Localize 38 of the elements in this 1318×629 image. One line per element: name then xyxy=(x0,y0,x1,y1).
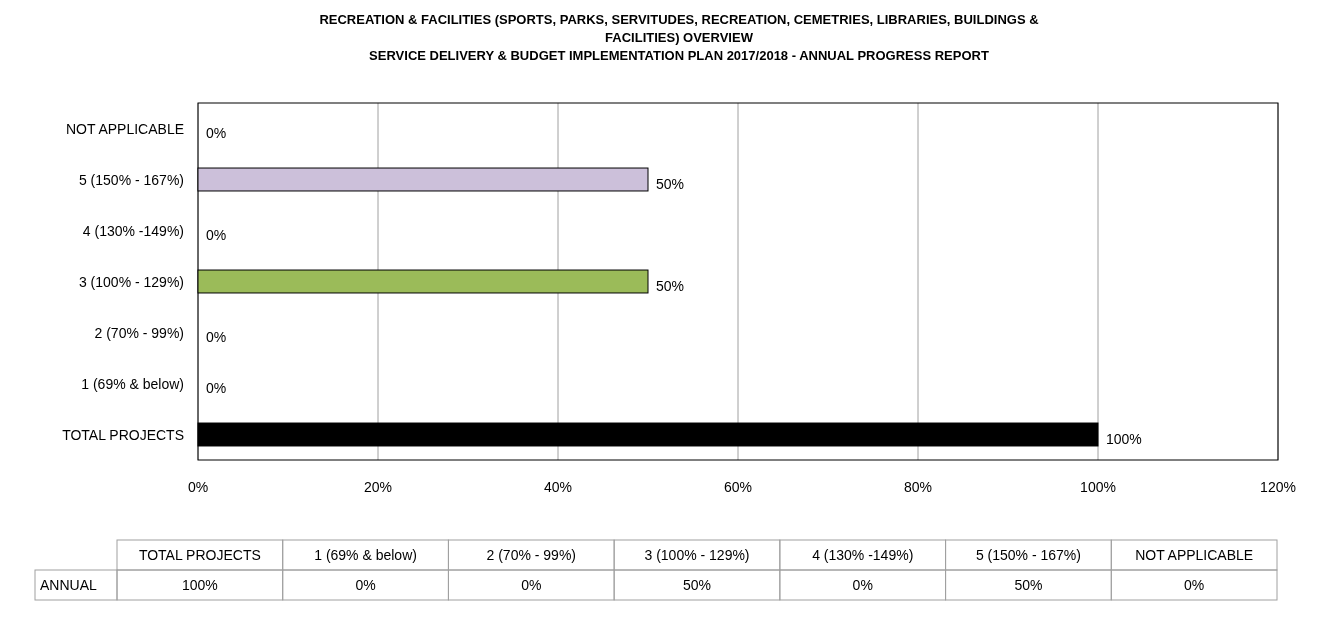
y-tick-label: 2 (70% - 99%) xyxy=(94,324,184,341)
x-tick-label: 80% xyxy=(903,479,933,495)
category-label: 4 (130% -149%) xyxy=(812,547,914,563)
chart-title: RECREATION & FACILITIES (SPORTS, PARKS, SERVITUDES, RECREATION, CEMETRIES, LIBRARIES, BUILDINGS & FACILITIES) OVERVIEW xyxy=(319,12,1039,45)
text: ANNUAL xyxy=(40,577,98,593)
text: 50% xyxy=(1014,577,1043,593)
y-tick-label: 3 (100% - 129%) xyxy=(78,273,184,290)
y-tick-label: NOT APPLICABLE xyxy=(65,120,184,137)
data-label: 0% xyxy=(206,379,227,396)
y-tick-label: TOTAL PROJECTS xyxy=(62,426,184,443)
x-tick-label: 20% xyxy=(363,479,393,495)
data-label: 50% xyxy=(656,175,685,192)
x-tick-label: 40% xyxy=(543,479,573,495)
category-label: TOTAL PROJECTS xyxy=(138,547,261,563)
data-label: 100% xyxy=(1106,430,1142,447)
text: 0% xyxy=(1184,577,1205,593)
data-label: 0% xyxy=(206,124,227,141)
category-label: 5 (150% - 167%) xyxy=(975,547,1081,563)
text: 50% xyxy=(682,577,712,593)
data-label: 0% xyxy=(206,328,227,345)
y-tick-label: 5 (150% - 167%) xyxy=(78,171,184,188)
x-tick-label: 0% xyxy=(187,479,209,495)
category-label: NOT APPLICABLE xyxy=(1135,547,1254,563)
category-label: 2 (70% - 99%) xyxy=(486,547,577,563)
text: 0% xyxy=(521,577,542,593)
data-label: 0% xyxy=(206,226,227,243)
x-tick-label: 60% xyxy=(723,479,753,495)
data-label: 50% xyxy=(656,277,685,294)
y-tick-label: 1 (69% & below) xyxy=(81,375,184,392)
text: 0% xyxy=(355,577,376,593)
category-label: 3 (100% - 129%) xyxy=(644,547,750,563)
x-tick-label: 120% xyxy=(1260,479,1296,495)
y-tick-label: 4 (130% -149%) xyxy=(82,222,184,239)
chart-subtitle: SERVICE DELIVERY & BUDGET IMPLEMENTATION PLAN 2017/2018 - ANNUAL PROGRESS REPORT xyxy=(369,48,989,63)
category-label: 1 (69% & below) xyxy=(314,547,417,563)
x-tick-label: 100% xyxy=(1080,479,1116,495)
text: 0% xyxy=(852,577,873,593)
text: 100% xyxy=(181,577,218,593)
